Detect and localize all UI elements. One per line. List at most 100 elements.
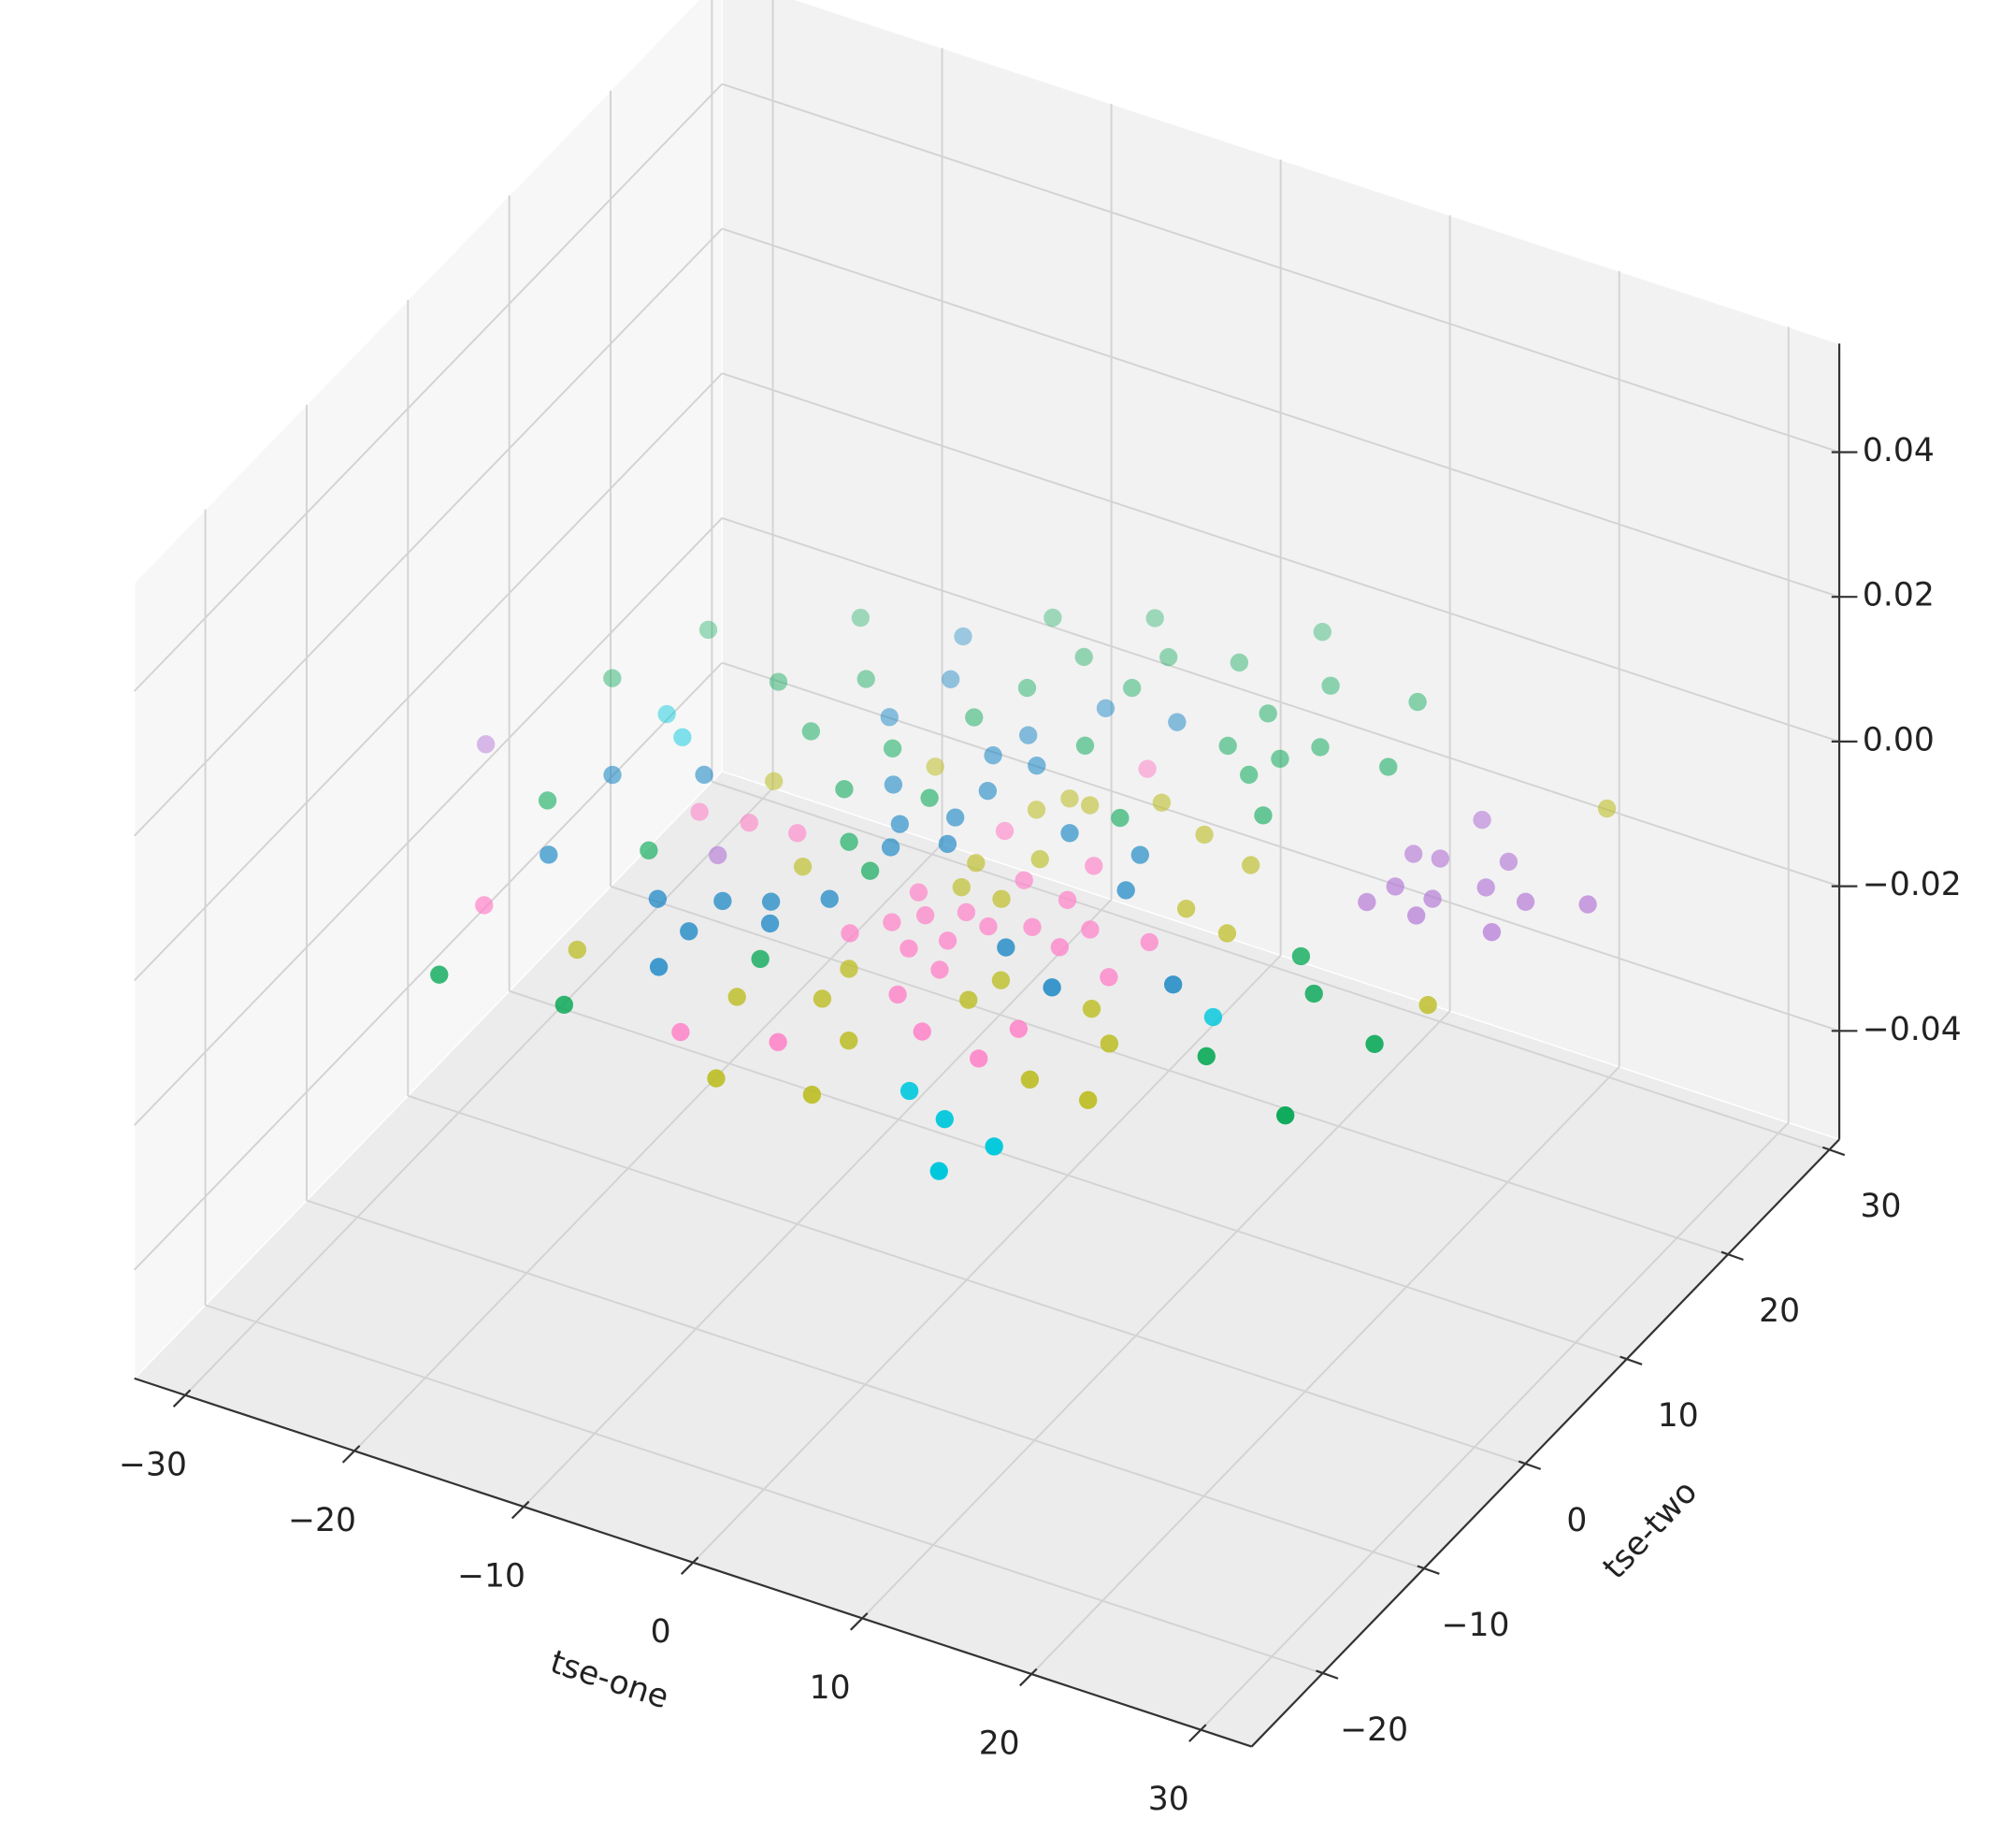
point bbox=[680, 922, 698, 941]
y-tick-label: 30 bbox=[1861, 1188, 1902, 1225]
point bbox=[1058, 890, 1077, 910]
point bbox=[970, 1049, 988, 1068]
point bbox=[690, 802, 709, 821]
point bbox=[942, 670, 960, 688]
point bbox=[1276, 1106, 1295, 1125]
point bbox=[959, 990, 978, 1009]
grid-line bbox=[523, 899, 1113, 1508]
point bbox=[1100, 1034, 1119, 1053]
point bbox=[1079, 1090, 1098, 1109]
point bbox=[760, 914, 780, 933]
point bbox=[1017, 678, 1037, 698]
point bbox=[1241, 856, 1260, 874]
point bbox=[1096, 699, 1115, 717]
z-tick-label: 0.04 bbox=[1863, 432, 1935, 469]
x-tick-label: 0 bbox=[651, 1613, 671, 1651]
point bbox=[913, 1022, 931, 1041]
grid-line bbox=[509, 989, 1627, 1361]
point bbox=[769, 1032, 787, 1051]
point bbox=[1168, 713, 1187, 731]
point bbox=[673, 728, 692, 746]
point bbox=[840, 960, 858, 978]
point bbox=[1313, 623, 1331, 642]
point bbox=[1019, 726, 1038, 744]
point bbox=[978, 782, 998, 801]
z-tick-label: −0.02 bbox=[1863, 866, 1962, 903]
x-tick-label: 10 bbox=[810, 1669, 851, 1707]
point bbox=[793, 858, 813, 876]
grid-line bbox=[134, 372, 723, 982]
point bbox=[851, 608, 870, 628]
point bbox=[1578, 895, 1597, 914]
point bbox=[965, 708, 984, 727]
point bbox=[476, 735, 496, 754]
point bbox=[952, 877, 971, 897]
x-tick-label: 30 bbox=[1148, 1781, 1189, 1818]
point bbox=[713, 891, 732, 911]
point bbox=[1074, 647, 1093, 667]
point bbox=[1259, 704, 1277, 723]
grid-line bbox=[134, 661, 723, 1271]
z-tick-label: −0.04 bbox=[1863, 1011, 1962, 1048]
grid-line bbox=[692, 954, 1282, 1564]
point bbox=[840, 832, 858, 851]
point bbox=[909, 883, 928, 902]
point bbox=[1085, 857, 1103, 875]
point bbox=[1140, 932, 1159, 952]
point bbox=[1195, 825, 1214, 845]
point bbox=[984, 746, 1002, 765]
grid-line bbox=[610, 885, 1729, 1256]
point bbox=[841, 924, 859, 943]
point bbox=[1404, 845, 1423, 863]
point bbox=[880, 708, 899, 727]
grid-line bbox=[306, 1199, 1425, 1570]
grid-line bbox=[407, 1094, 1526, 1465]
point bbox=[1023, 917, 1042, 936]
point bbox=[1230, 653, 1249, 672]
point bbox=[1116, 881, 1135, 900]
point bbox=[1163, 975, 1183, 994]
point bbox=[888, 985, 907, 1004]
point bbox=[1080, 796, 1100, 815]
points bbox=[430, 608, 1617, 1180]
grid-line bbox=[134, 83, 723, 692]
point bbox=[709, 845, 727, 865]
point bbox=[883, 913, 901, 931]
x-tick-label: −10 bbox=[457, 1558, 525, 1595]
y-tick-label: 20 bbox=[1759, 1292, 1800, 1330]
point bbox=[1482, 923, 1502, 942]
point bbox=[761, 892, 781, 911]
point bbox=[1386, 877, 1404, 896]
y-tick bbox=[1720, 1250, 1744, 1262]
point bbox=[1123, 678, 1142, 698]
point bbox=[1015, 871, 1033, 889]
point bbox=[1271, 749, 1289, 769]
z-tick-label: 0.00 bbox=[1863, 721, 1935, 758]
point bbox=[430, 965, 449, 984]
point bbox=[1111, 808, 1130, 828]
point bbox=[938, 931, 957, 950]
y-tick-label: 10 bbox=[1658, 1397, 1699, 1435]
grid-line bbox=[861, 1010, 1451, 1620]
x-tick bbox=[680, 1556, 699, 1575]
point bbox=[568, 940, 587, 960]
point bbox=[1254, 806, 1273, 825]
point bbox=[820, 889, 839, 908]
point bbox=[1311, 738, 1330, 757]
point bbox=[920, 788, 939, 807]
y-axis-label: tse-two bbox=[1596, 1473, 1706, 1586]
point bbox=[707, 1069, 726, 1088]
point bbox=[1358, 892, 1376, 912]
grid-line bbox=[205, 1304, 1323, 1675]
x-tick-label: 20 bbox=[979, 1725, 1020, 1762]
point bbox=[1081, 920, 1100, 939]
point bbox=[802, 1085, 822, 1104]
point bbox=[1365, 1034, 1384, 1054]
point bbox=[938, 834, 957, 854]
point bbox=[900, 939, 918, 958]
point bbox=[1009, 1019, 1029, 1038]
point bbox=[1030, 850, 1049, 869]
x-tick-label: −30 bbox=[119, 1446, 187, 1483]
point bbox=[997, 938, 1015, 957]
